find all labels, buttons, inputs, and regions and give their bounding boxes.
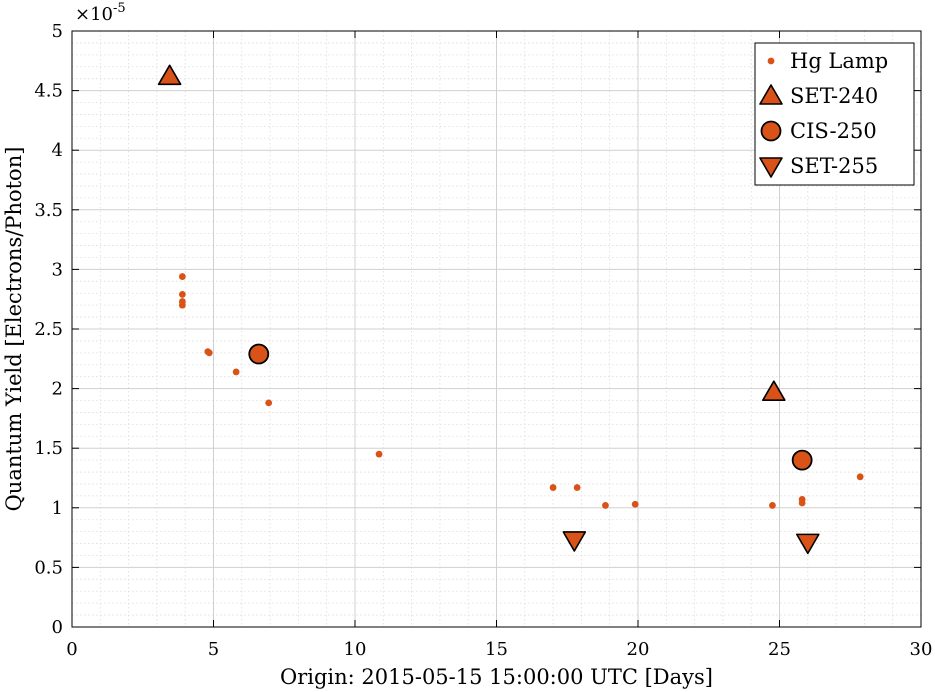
hg-lamp-point (178, 273, 186, 280)
set-240-point (157, 64, 182, 86)
legend-items: Hg Lamp SET-240 CIS-250 SET-255 (759, 49, 888, 178)
legend-label: SET-240 (790, 84, 878, 108)
x-tick-label: 10 (344, 639, 367, 660)
legend-box (754, 42, 915, 186)
legend-marker-set-240-point (759, 84, 783, 105)
hg-lamp-point (265, 399, 273, 407)
hg-lamp-point (375, 450, 383, 458)
y-tick-label: 4.5 (34, 81, 63, 102)
y-tick-label: 0.5 (34, 557, 63, 578)
hg-lamp-point (856, 473, 864, 481)
y-tick-label: 1 (52, 498, 63, 519)
x-tick-label: 30 (910, 639, 933, 660)
hg-lamp-point (232, 368, 240, 376)
hg-lamp-point (178, 301, 186, 309)
hg-lamp-point (602, 502, 609, 509)
x-tick-label: 25 (768, 639, 791, 660)
y-multiplier-exponent: -5 (113, 1, 126, 16)
y-axis-label: Quantum Yield [Electrons/Photon] (2, 147, 26, 512)
y-tick-label: 2.5 (34, 319, 63, 340)
legend: Hg Lamp SET-240 CIS-250 SET-255 (754, 42, 915, 186)
set-255-point (795, 533, 820, 555)
legend-marker-cis-250-point (760, 120, 782, 142)
hg-lamp-point (631, 500, 639, 508)
axis-ticks (71, 30, 922, 628)
hg-lamp-point (798, 499, 806, 507)
x-tick-label: 15 (485, 639, 508, 660)
cis-250-point (791, 449, 813, 471)
hg-lamp-point (178, 291, 186, 298)
legend-marker-hg-lamp-point (767, 57, 775, 65)
hg-lamp-point (573, 484, 581, 491)
hg-lamp-point (205, 349, 213, 357)
hg-lamp-point (549, 484, 557, 491)
set-240-point (762, 380, 786, 401)
x-axis-label: Origin: 2015-05-15 15:00:00 UTC [Days] (280, 665, 713, 689)
legend-label: CIS-250 (790, 119, 877, 143)
y-tick-label: 2 (52, 379, 63, 400)
y-tick-label: 5 (52, 21, 63, 42)
tick-labels: 0 5 10 15 20 25 30 0 0.5 1 1.5 2 2.5 3 3.5 4 4.5 5 (34, 21, 932, 660)
legend-label: Hg Lamp (790, 49, 888, 73)
hg-lamp-point (769, 502, 776, 509)
x-tick-label: 0 (66, 639, 77, 660)
y-multiplier-base: ×10 (75, 4, 113, 25)
y-axis-multiplier: ×10-5 (75, 1, 126, 25)
x-tick-label: 20 (627, 639, 650, 660)
y-tick-label: 4 (52, 140, 63, 161)
legend-label: SET-255 (790, 154, 878, 178)
y-tick-label: 3 (52, 259, 63, 280)
cis-250-point (248, 343, 270, 365)
x-tick-label: 5 (208, 639, 219, 660)
y-tick-label: 1.5 (34, 438, 63, 459)
legend-marker-set-255-point (759, 157, 783, 178)
y-tick-label: 3.5 (34, 200, 63, 221)
data-marks (157, 64, 864, 555)
y-tick-label: 0 (52, 617, 63, 638)
set-255-point (562, 531, 587, 552)
